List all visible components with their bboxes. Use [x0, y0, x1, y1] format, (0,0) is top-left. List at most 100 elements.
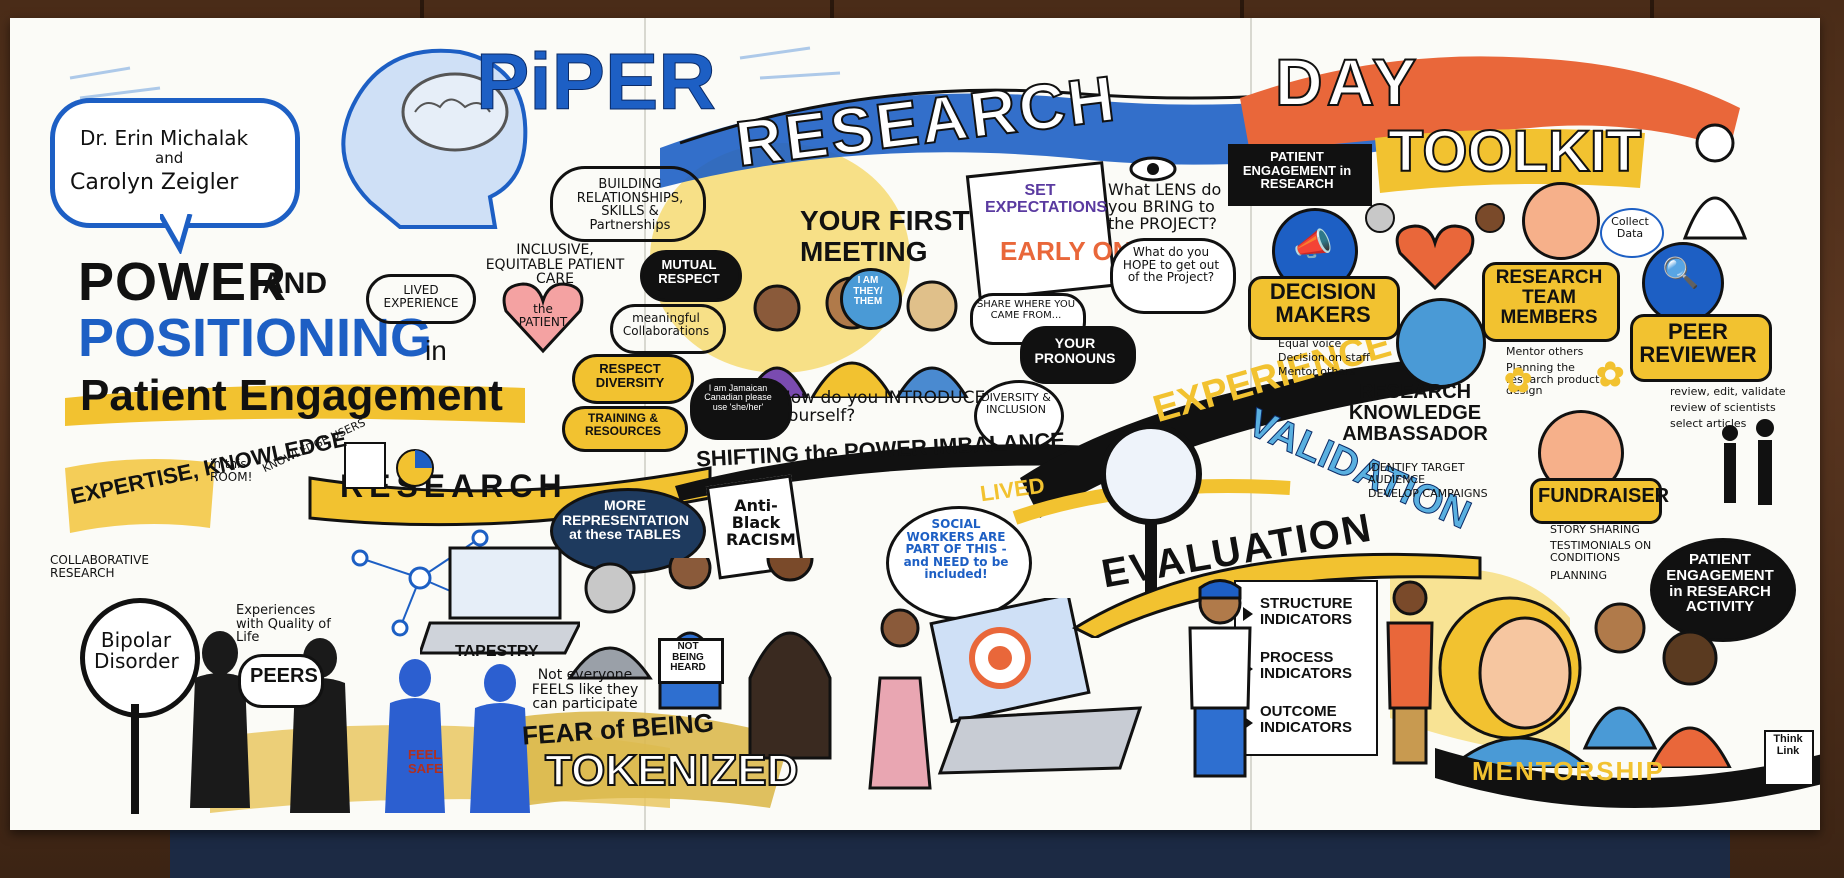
target-laptop	[929, 598, 1143, 775]
mentorship-text: MENTORSHIP	[1472, 756, 1665, 786]
heading-power: POWER	[78, 252, 288, 312]
pronoun-text: I AM THEY/ THEM	[853, 275, 883, 307]
anti-racism-text: Anti-Black RACISM	[726, 496, 796, 549]
collect-data-bubble	[1600, 208, 1664, 258]
people-silhouettes	[190, 631, 530, 813]
authors-bubble-tail	[160, 214, 193, 254]
thinklink-logo-text: Think Link	[1773, 733, 1803, 757]
what-lens-text: What LENS do you BRING to the PROJECT?	[1108, 180, 1222, 233]
mutual-respect-bubble	[640, 250, 742, 302]
center-people	[567, 558, 932, 790]
research-team-text: RESEARCH TEAM MEMBERS	[1495, 267, 1603, 328]
peer-reviewer-box	[1630, 314, 1772, 382]
mutual-respect-text: MUTUAL RESPECT	[658, 257, 720, 286]
heading-positioning: POSITIONING	[78, 308, 433, 368]
jamaican-text: I am Jamaican Canadian please use 'she/h…	[704, 383, 772, 412]
heading-highlight	[65, 384, 525, 426]
in-this-room-text: in this ROOM!	[210, 457, 253, 484]
peers-bubble	[238, 654, 324, 708]
meaningful-bubble	[610, 304, 726, 354]
first-meeting-text: YOUR FIRST MEETING	[800, 205, 970, 267]
evaluation-ribbon	[1071, 552, 1482, 638]
mentorship-portrait	[1438, 596, 1593, 768]
heart-icon	[502, 282, 584, 354]
set-expectations-text: SET EXPECTATIONS	[985, 182, 1108, 216]
social-workers-text: SOCIAL WORKERS ARE PART OF THIS - and NE…	[903, 517, 1009, 582]
toolkit-text: TOOLKIT	[1387, 119, 1642, 184]
documents-chart-icon	[344, 442, 434, 489]
not-everyone-text: Not everyone FEELS like they can partici…	[531, 667, 639, 713]
diversity-text: DIVERSITY & INCLUSION	[981, 391, 1051, 416]
patient-engagement-box	[1228, 144, 1372, 206]
early-on-text: EARLY ON	[1000, 236, 1132, 266]
magnifier-handle	[131, 704, 139, 814]
coin-icon: ✿	[1504, 362, 1533, 400]
mentor-pair	[1582, 602, 1732, 768]
thinklink-logo	[1764, 730, 1814, 786]
heading-and: AND	[262, 267, 327, 300]
hope-bubble	[1110, 238, 1236, 314]
megaphone-icon: 📣	[1293, 226, 1333, 262]
lived-experience-bubble	[366, 274, 476, 324]
team-item-1: Mentor others	[1506, 345, 1584, 358]
lived-experience-text: LIVED EXPERIENCE	[383, 283, 459, 310]
tokenized-text: TOKENIZED	[544, 746, 799, 795]
fundraiser-text: FUNDRAISER	[1538, 485, 1670, 507]
experiences-text: Experiences with Quality of Life	[236, 603, 331, 646]
search-icon: 🔍	[1662, 257, 1700, 290]
magnifier-icon	[1100, 423, 1202, 594]
expertise-highlight	[65, 459, 215, 533]
walking-figures	[1722, 419, 1774, 505]
mentorship-ribbon	[1435, 748, 1820, 808]
more-rep-text: MORE REPRESENTATION at these TABLES	[562, 497, 690, 543]
pronouns-text: YOUR PRONOUNS	[1034, 335, 1116, 366]
turban-man	[1188, 579, 1252, 778]
decision-item-2: Decision on staff	[1278, 351, 1370, 364]
peer-item-3: select articles	[1670, 417, 1747, 430]
head-brain-illustration	[341, 48, 528, 229]
pe-activity-bubble	[1650, 538, 1796, 642]
peer-item-2: review of scientists	[1670, 401, 1776, 414]
jamaican-bubble	[690, 378, 792, 440]
ambassador-item-2: DEVELOP CAMPAIGNS	[1368, 487, 1488, 500]
decision-makers-text: DECISION MAKERS	[1269, 279, 1377, 328]
research-team-box	[1482, 262, 1620, 342]
mural-board: PiPER RESEARCH DAY Dr. Erin Michalak and…	[10, 18, 1820, 830]
feel-safe-text: FEEL SAFE	[408, 747, 443, 776]
peer-reviewer-text: PEER REVIEWER	[1639, 319, 1757, 368]
outcome-text: OUTCOME INDICATORS	[1260, 703, 1352, 736]
patient-engagement-text: PATIENT ENGAGEMENT in RESEARCH	[1242, 149, 1352, 192]
tapestry-laptop	[420, 546, 580, 655]
collaborative-text: COLLABORATIVE RESEARCH	[50, 553, 149, 580]
inclusive-text: INCLUSIVE, EQUITABLE PATIENT CARE	[485, 242, 625, 288]
author-and: and	[155, 149, 184, 167]
ambassador-item-1: IDENTIFY TARGET AUDIENCE	[1368, 461, 1465, 486]
fundraiser-item-2: TESTIMONIALS ON CONDITIONS	[1550, 539, 1652, 564]
respect-diversity-text: RESPECT DIVERSITY	[595, 361, 665, 390]
meaningful-text: meaningful Collaborations	[622, 311, 710, 338]
heading-in: in	[425, 335, 447, 366]
training-bubble	[562, 406, 688, 452]
collect-data-text: Collect Data	[1611, 215, 1649, 240]
decision-item-3: Mentor others	[1278, 365, 1356, 378]
share-where-text: SHARE WHERE YOU CAME FROM...	[976, 299, 1076, 321]
day-ribbon	[1240, 56, 1740, 153]
author-1: Dr. Erin Michalak	[80, 126, 249, 150]
patient-heart-text: the PATIENT	[518, 302, 568, 329]
shifting-ribbon	[675, 444, 1095, 501]
orange-vest-woman	[1386, 580, 1434, 765]
coin-icon: ✿	[1596, 356, 1625, 394]
heading-patient-engagement: Patient Engagement	[80, 371, 503, 420]
team-item-2: Planning the research product design	[1506, 361, 1600, 398]
hope-text: What do you HOPE to get out of the Proje…	[1122, 245, 1220, 285]
social-workers-bubble	[886, 506, 1032, 620]
eye-icon	[1129, 156, 1177, 182]
author-2: Carolyn Zeigler	[70, 170, 239, 195]
heart-team-illustration	[1365, 203, 1505, 291]
team-avatar	[1522, 182, 1600, 260]
ambassador-avatar	[1396, 298, 1486, 388]
pe-activity-text: PATIENT ENGAGEMENT in RESEARCH ACTIVITY	[1666, 551, 1774, 616]
building-text: BUILDING RELATIONSHIPS, SKILLS & Partner…	[576, 177, 684, 233]
decision-item-1: Equal voice	[1278, 337, 1342, 350]
peers-text: PEERS	[250, 665, 318, 687]
